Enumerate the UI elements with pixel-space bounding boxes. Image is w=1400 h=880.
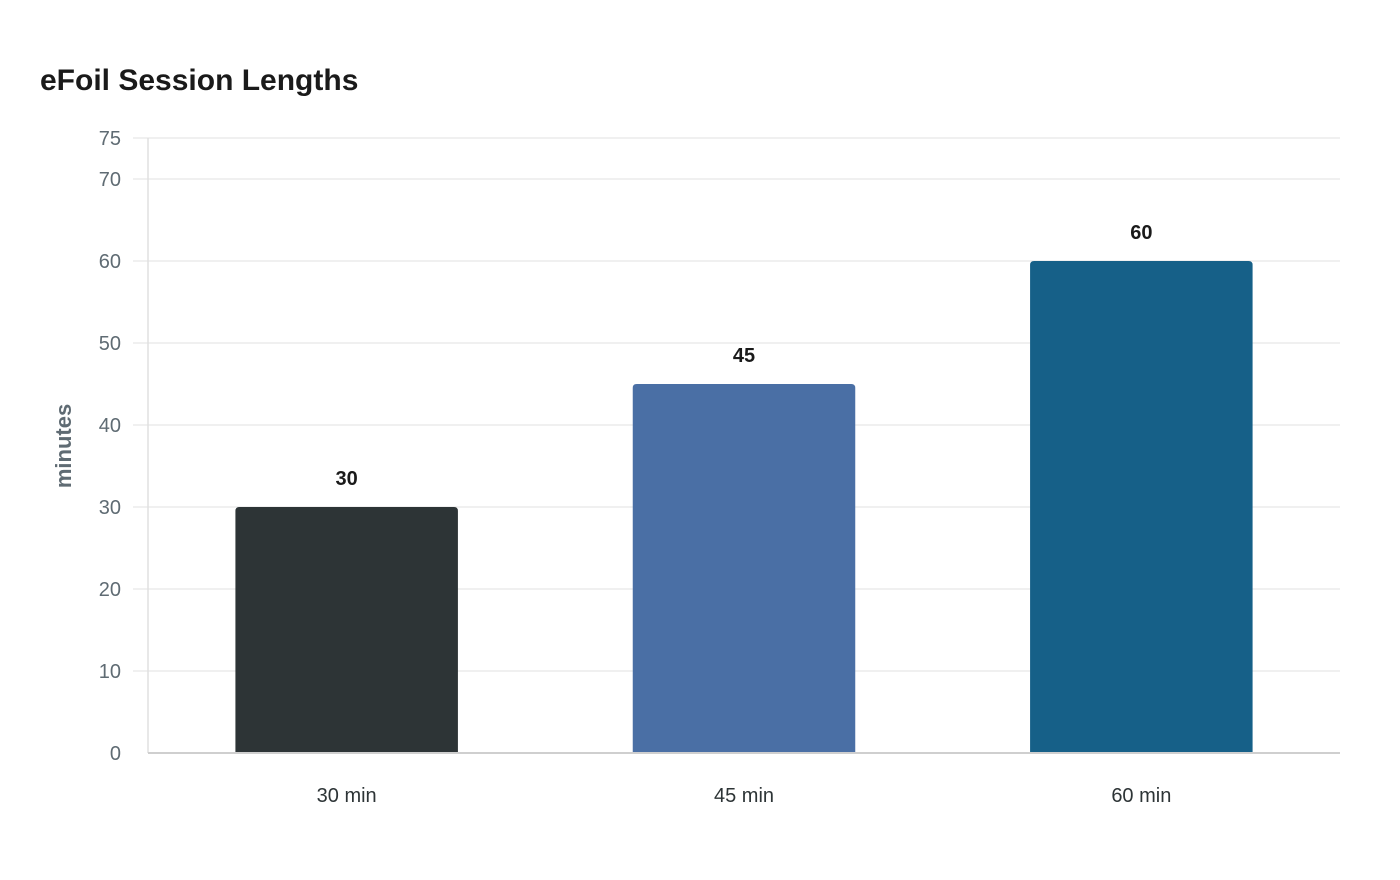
- y-tick-label: 10: [99, 661, 121, 683]
- data-label: 60: [1130, 222, 1152, 244]
- y-tick-label: 30: [99, 497, 121, 519]
- y-tick-label: 50: [99, 333, 121, 355]
- x-tick-label: 45 min: [714, 785, 774, 807]
- y-tick-label: 60: [99, 251, 121, 273]
- chart-title: eFoil Session Lengths: [40, 64, 358, 97]
- bar: [632, 384, 856, 753]
- grid: 0 10 20 30 40 50 60 70 75: [99, 128, 1340, 765]
- y-axis-label: minutes: [51, 404, 76, 488]
- x-tick-label: 60 min: [1111, 785, 1171, 807]
- y-tick-label: 75: [99, 128, 121, 150]
- y-tick-label: 70: [99, 169, 121, 191]
- x-tick-label: 30 min: [317, 785, 377, 807]
- y-tick-label: 0: [110, 743, 121, 765]
- bar: [235, 507, 458, 753]
- bar: [1030, 261, 1253, 753]
- data-label: 30: [336, 468, 358, 490]
- y-tick-label: 40: [99, 415, 121, 437]
- data-label: 45: [733, 345, 755, 367]
- bars: 30 30 min 45 45 min 60 60 min: [148, 222, 1340, 807]
- y-tick-label: 20: [99, 579, 121, 601]
